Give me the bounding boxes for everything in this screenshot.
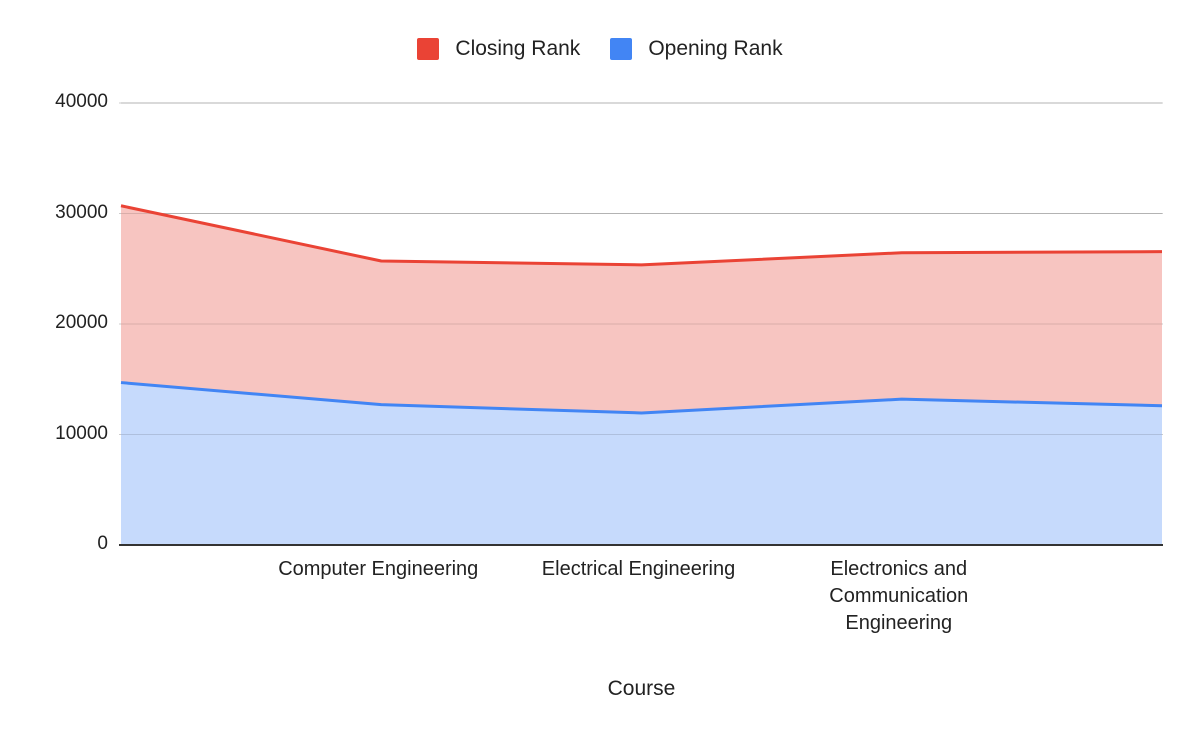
closing-rank-line[interactable] [120, 204, 1163, 267]
y-tick-label: 40000 [55, 91, 108, 112]
x-tick-label: Electronics and Communication Engineering [829, 558, 969, 634]
opening-rank-area[interactable] [121, 382, 1162, 545]
legend-label-opening-rank: Opening Rank [648, 37, 783, 60]
legend-item-closing-rank[interactable]: Closing Rank [417, 37, 580, 61]
opening-rank-line[interactable] [120, 381, 1163, 415]
chart-legend: Closing Rank Opening Rank [0, 37, 1200, 61]
x-tick-label: Electrical Engineering [541, 558, 736, 580]
x-axis-title: Course [607, 677, 676, 700]
y-tick-label: 20000 [55, 312, 108, 333]
x-tick-label: Computer Engineering [278, 558, 479, 580]
y-tick-label: 30000 [55, 201, 108, 223]
closing-rank-area[interactable] [121, 205, 1162, 413]
y-tick-label: 0 [97, 533, 108, 554]
closing-rank-swatch-icon [417, 38, 440, 60]
opening-rank-swatch-icon [610, 38, 633, 60]
legend-label-closing-rank: Closing Rank [455, 37, 581, 60]
y-tick-label: 10000 [55, 422, 108, 444]
legend-item-opening-rank[interactable]: Opening Rank [610, 37, 783, 61]
